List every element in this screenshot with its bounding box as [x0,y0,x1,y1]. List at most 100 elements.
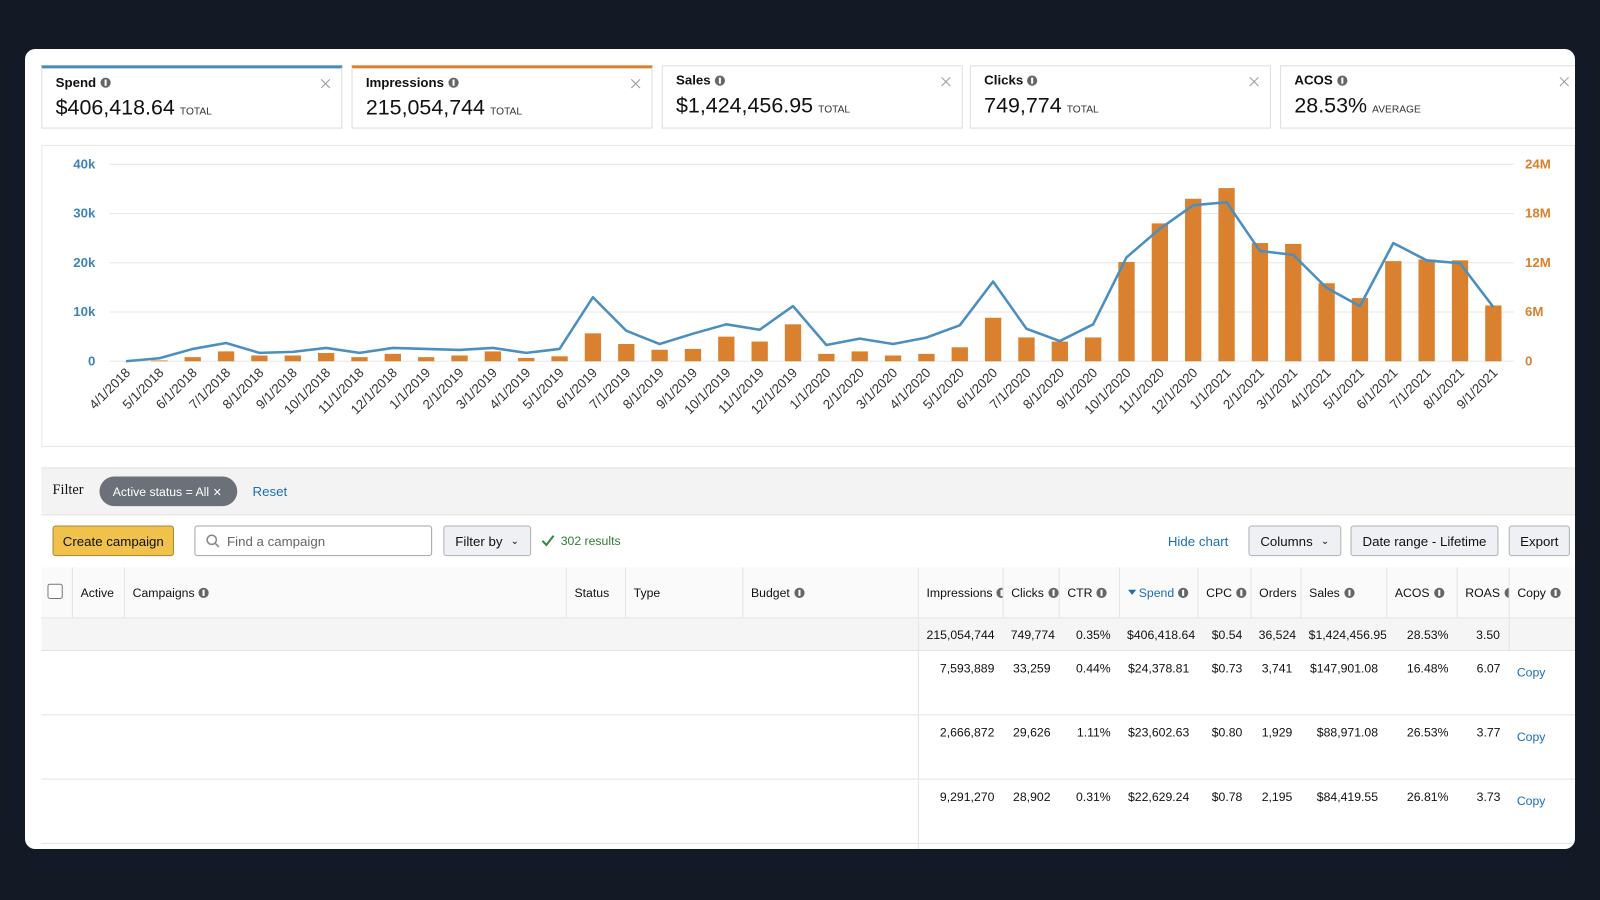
export-button[interactable]: Export [1508,525,1570,557]
copy-link[interactable]: Copy [1508,778,1575,844]
column-header[interactable]: Budget [741,567,918,618]
data-cell: 16.48% [1386,650,1457,715]
empty-cell [123,650,566,715]
metric-card[interactable]: Impressions 215,054,744 TOTAL [351,65,653,129]
card-value: $406,418.64 TOTAL [56,96,328,120]
y2-tick-label: 12M [1525,255,1551,270]
empty-cell [71,842,124,849]
column-header[interactable]: Impressions [917,567,1003,618]
card-close[interactable] [1560,77,1570,87]
card-close[interactable] [631,79,641,89]
columns-button[interactable]: Columns ⌄ [1248,525,1342,557]
metric-card[interactable]: Spend $406,418.64 TOTAL [41,65,343,129]
campaign-row: 7,593,889 33,259 0.44% $24,378.81 $0.73 3,741… [41,650,1575,715]
metric-card[interactable]: Clicks 749,774 TOTAL [969,65,1271,129]
filter-chip[interactable]: Active status = All × [99,476,238,507]
copy-link[interactable]: Copy [1508,842,1575,849]
empty-cell [41,714,72,780]
filter-by-button[interactable]: Filter by ⌄ [443,525,532,557]
summary-cell: $1,424,456.95 [1300,617,1387,651]
data-cell: $84,419.55 [1300,778,1387,844]
button-text: Export [1520,533,1559,549]
chip-close[interactable]: × [213,483,222,500]
column-title: CTR [1067,585,1093,600]
summary-cell: 36,524 [1250,617,1301,651]
column-header[interactable]: Copy [1508,567,1575,618]
date-range-button[interactable]: Date range - Lifetime [1350,525,1499,557]
empty-cell [123,714,566,780]
hide-chart-link[interactable]: Hide chart [1167,533,1229,549]
card-label: Sales [676,72,948,88]
empty-cell [565,617,625,651]
column-header[interactable]: ROAS [1456,567,1509,618]
column-header[interactable]: Type [624,567,743,618]
data-cell: $23,602.63 [1118,714,1198,780]
y2-tick-label: 6M [1525,304,1543,319]
bar [1418,259,1435,362]
column-header[interactable]: Spend [1118,567,1198,618]
column-header[interactable]: CPC [1196,567,1251,618]
empty-cell [624,842,743,849]
chip-text: Active status = All [112,484,210,499]
bar [651,349,668,362]
card-close[interactable] [941,77,951,87]
bar [951,347,968,362]
search-icon [206,534,220,548]
info-icon [1550,587,1561,598]
data-cell: 0.31% [1058,778,1119,844]
card-close[interactable] [1249,77,1259,87]
column-header[interactable]: Active [71,567,124,618]
info-icon [1504,587,1509,598]
empty-cell [565,842,625,849]
bar [1118,261,1135,362]
bar [1385,261,1402,362]
column-header[interactable]: Clicks [1002,567,1059,618]
summary-cell: 749,774 [1002,617,1059,651]
copy-link[interactable]: Copy [1508,650,1575,715]
filter-bar [41,467,1575,516]
search-box[interactable]: Find a campaign [194,525,433,557]
card-close[interactable] [321,79,331,89]
column-header[interactable]: Status [565,567,625,618]
reset-link[interactable]: Reset [252,483,288,499]
card-suffix: TOTAL [490,106,523,118]
empty-cell [624,650,743,715]
copy-link[interactable]: Copy [1508,714,1575,780]
empty-cell [624,778,743,844]
bar [484,351,502,362]
bar [1251,243,1269,362]
chart-frame [41,144,1575,447]
summary-cell: $0.54 [1197,617,1251,651]
bar [1285,243,1302,362]
empty-cell [71,617,124,651]
bar [718,336,735,362]
column-header[interactable]: Sales [1299,567,1387,618]
column-title: ACOS [1394,585,1430,600]
summary-cell: 3.50 [1456,617,1509,651]
column-header[interactable]: Orders [1249,567,1301,618]
empty-cell [123,842,566,849]
info-icon [1096,587,1107,598]
filter-label: Filter [52,482,84,498]
select-all-checkbox[interactable] [47,583,63,599]
button-text: Columns [1260,533,1313,549]
create-campaign-button[interactable]: Create campaign [52,525,174,557]
empty-cell [71,650,124,715]
card-value-text: 215,054,744 [365,95,485,120]
info-icon [1433,587,1444,598]
column-header[interactable]: CTR [1058,567,1119,618]
card-value: 28.53% AVERAGE [1294,94,1566,118]
column-header[interactable]: Campaigns [123,567,566,618]
chart: 010k20k30k40k06M12M18M24M4/1/20185/1/201… [73,156,1551,417]
metric-card[interactable]: ACOS 28.53% AVERAGE [1280,65,1575,129]
card-label-text: Spend [55,74,97,90]
metric-card[interactable]: Sales $1,424,456.95 TOTAL [661,65,963,129]
column-header[interactable]: ACOS [1385,567,1457,618]
data-cell: 6.07 [1456,650,1509,715]
empty-cell [742,617,918,651]
data-cell: 0.39% [1058,842,1119,849]
info-icon [1047,587,1059,598]
bar [151,360,168,362]
card-value: $1,424,456.95 TOTAL [676,94,948,118]
